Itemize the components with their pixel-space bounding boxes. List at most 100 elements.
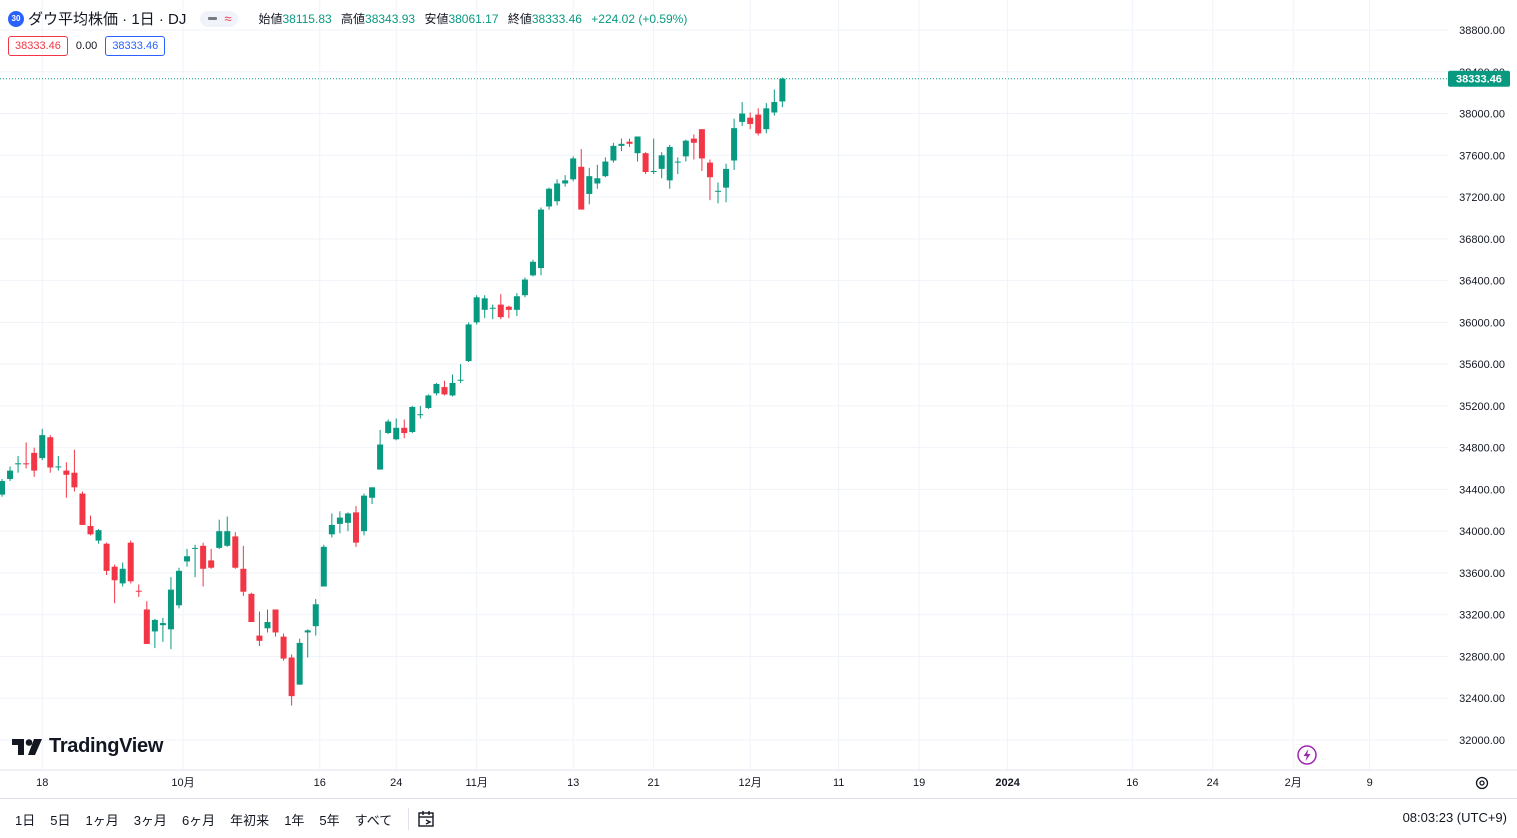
- price-tick-label: 36000.00: [1459, 317, 1505, 329]
- candlestick-chart[interactable]: 38800.0038400.0038000.0037600.0037200.00…: [0, 0, 1517, 798]
- candle-down: [441, 380, 448, 396]
- toolbar-divider: [408, 808, 410, 830]
- candle-down: [280, 633, 287, 661]
- candle-body: [151, 619, 158, 632]
- candle-body: [111, 566, 118, 581]
- candle-body: [706, 162, 713, 178]
- candle-body: [441, 387, 448, 395]
- candle-up: [167, 577, 174, 650]
- close-value: 38333.46: [531, 12, 582, 26]
- time-tick-label: 10月: [171, 777, 194, 789]
- candle-down: [497, 294, 504, 320]
- tradingview-logo[interactable]: TradingView: [12, 735, 163, 758]
- last-price-tag[interactable]: [1448, 70, 1510, 87]
- compare-toggle[interactable]: ≈: [200, 10, 239, 27]
- candle-up: [562, 175, 569, 187]
- candle-body: [674, 161, 681, 163]
- candle-body: [755, 114, 762, 134]
- price-axis[interactable]: 38800.0038400.0038000.0037600.0037200.00…: [1448, 25, 1510, 747]
- time-axis[interactable]: 18 10月 16 24 11月 13 21 12月 11 19 2024 16 24 2月 9: [36, 777, 1373, 789]
- candle-up: [95, 529, 102, 544]
- compare-icon: [208, 17, 218, 20]
- price-tick-label: 38800.00: [1459, 25, 1505, 37]
- candle-up: [682, 139, 689, 162]
- price-tick-label: 32400.00: [1459, 693, 1505, 705]
- approx-icon: ≈: [224, 11, 232, 26]
- candle-body: [505, 306, 512, 310]
- candle-up: [763, 103, 770, 134]
- symbol-badge[interactable]: 30: [8, 10, 24, 27]
- candle-down: [690, 134, 697, 160]
- candle-up: [344, 512, 351, 532]
- candle-body: [159, 623, 166, 626]
- price-tick-label: 33200.00: [1459, 610, 1505, 622]
- candle-up: [473, 295, 480, 325]
- candle-body: [296, 642, 303, 685]
- candle-body: [666, 146, 673, 181]
- candle-body: [79, 493, 86, 525]
- candle-up: [15, 456, 22, 473]
- candle-up: [159, 617, 166, 642]
- candle-body: [554, 183, 561, 202]
- range-button-1y[interactable]: 1年: [284, 812, 305, 828]
- candle-body: [63, 470, 70, 475]
- candle-up: [546, 187, 553, 210]
- candle-body: [698, 129, 705, 159]
- candle-body: [771, 102, 778, 113]
- candle-up: [529, 259, 536, 277]
- candle-body: [184, 556, 191, 562]
- range-button-ytd[interactable]: 年初来: [230, 812, 270, 828]
- candle-down: [232, 532, 239, 569]
- candle-down: [352, 506, 359, 547]
- time-tick-label: 12月: [739, 777, 762, 789]
- candle-body: [715, 190, 722, 192]
- value-box-left[interactable]: 38333.46: [8, 36, 68, 56]
- candle-up: [481, 295, 488, 319]
- price-tick-label: 36800.00: [1459, 234, 1505, 246]
- candle-body: [457, 379, 464, 381]
- candle-down: [143, 601, 150, 644]
- candle-body: [328, 524, 335, 535]
- candle-up: [175, 567, 182, 609]
- range-button-6m[interactable]: 6ヶ月: [181, 812, 216, 828]
- range-button-5d[interactable]: 5日: [50, 812, 71, 828]
- candle-body: [256, 635, 263, 641]
- candle-body: [344, 513, 351, 523]
- time-tick-label: 2024: [995, 777, 1020, 789]
- candle-body: [369, 487, 376, 498]
- price-tick-label: 32000.00: [1459, 735, 1505, 747]
- candle-body: [47, 437, 54, 468]
- candle-up: [521, 277, 528, 298]
- candle-body: [650, 170, 657, 172]
- candle-down: [71, 449, 78, 492]
- candle-up: [723, 163, 730, 203]
- candle-up: [618, 138, 625, 152]
- lightning-icon[interactable]: [1297, 745, 1317, 765]
- value-box-right[interactable]: 38333.46: [105, 36, 166, 56]
- candle-down: [272, 609, 279, 637]
- candle-body: [15, 463, 22, 465]
- candle-body: [690, 138, 697, 143]
- candle-body: [312, 604, 319, 627]
- candle-body: [224, 531, 231, 546]
- candle-down: [706, 159, 713, 201]
- settings-icon[interactable]: [1474, 775, 1490, 791]
- range-button-1m[interactable]: 1ヶ月: [85, 812, 119, 828]
- candle-body: [546, 188, 553, 207]
- candle-down: [127, 540, 134, 584]
- range-button-3m[interactable]: 3ヶ月: [133, 812, 167, 828]
- candle-body: [409, 406, 416, 432]
- range-button-5y[interactable]: 5年: [319, 812, 340, 828]
- symbol-title[interactable]: ダウ平均株価 · 1日 · DJ: [28, 11, 187, 28]
- candle-down: [401, 419, 408, 439]
- candle-body: [578, 166, 585, 210]
- goto-date-icon[interactable]: [417, 810, 437, 828]
- candle-body: [208, 560, 215, 568]
- high-label: 高値: [341, 12, 366, 26]
- candle-up: [650, 138, 657, 175]
- clock-timezone[interactable]: 08:03:23 (UTC+9): [1402, 810, 1507, 825]
- candle-up: [304, 629, 311, 658]
- candle-down: [63, 462, 70, 498]
- range-button-all[interactable]: すべて: [354, 812, 393, 828]
- range-button-1d[interactable]: 1日: [15, 812, 36, 828]
